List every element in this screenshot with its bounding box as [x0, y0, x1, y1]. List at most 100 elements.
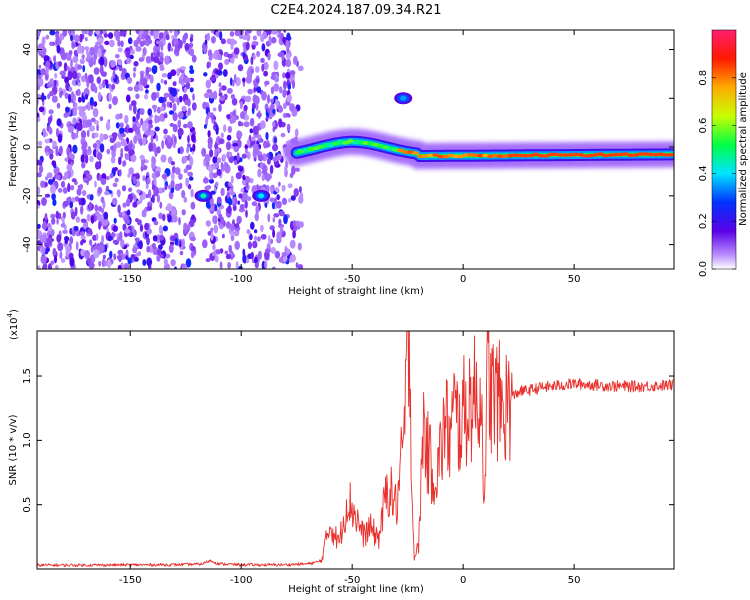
noise-speck: [206, 89, 213, 94]
noise-speck: [274, 76, 279, 83]
noise-speck: [72, 117, 77, 125]
noise-speck: [89, 46, 96, 56]
noise-speck: [273, 83, 280, 92]
noise-speck: [153, 45, 158, 54]
noise-speck: [286, 32, 291, 41]
noise-speck: [93, 67, 100, 75]
noise-speck: [233, 146, 239, 153]
noise-speck: [128, 149, 134, 156]
noise-speck: [276, 31, 280, 38]
x-tick-label: -50: [344, 274, 360, 285]
noise-speck: [49, 41, 55, 46]
colorbar-ticks: 0.0 0.2 0.4 0.6 0.8: [698, 70, 736, 277]
noise-speck: [93, 132, 99, 138]
noise-speck: [109, 250, 113, 259]
noise-speck: [235, 261, 239, 269]
noise-speck: [73, 103, 78, 114]
noise-speck: [159, 201, 163, 209]
noise-speck: [70, 211, 76, 220]
noise-speck: [139, 154, 145, 161]
noise-speck: [71, 178, 77, 183]
noise-speck: [52, 198, 57, 207]
noise-speck: [169, 122, 175, 127]
x-tick-label: -150: [119, 274, 142, 285]
noise-speck: [166, 142, 172, 149]
noise-speck: [132, 201, 138, 208]
noise-speck: [139, 140, 143, 146]
noise-speck: [100, 178, 107, 185]
noise-speck: [183, 226, 188, 231]
noise-speck: [162, 213, 166, 222]
noise-speck: [74, 34, 80, 43]
noise-speck: [67, 70, 73, 81]
noise-speck: [172, 142, 176, 149]
noise-speck: [60, 258, 66, 263]
noise-speck: [167, 72, 173, 80]
noise-speck: [253, 145, 260, 154]
noise-speck: [112, 232, 116, 238]
noise-speck: [45, 182, 48, 187]
noise-speck: [192, 93, 195, 101]
noise-speck: [185, 81, 191, 90]
noise-speck: [176, 67, 181, 77]
noise-speck: [263, 61, 269, 70]
noise-speck: [242, 77, 246, 83]
noise-speck: [267, 52, 271, 61]
noise-speck: [46, 247, 50, 252]
noise-speck: [149, 74, 154, 84]
noise-speck: [114, 177, 119, 183]
noise-speck: [96, 152, 103, 161]
noise-speck: [218, 103, 222, 112]
noise-speck: [125, 255, 129, 260]
noise-speck: [181, 82, 185, 87]
band-core: [562, 153, 570, 157]
noise-speck: [64, 92, 70, 99]
feature-blob-core: [258, 193, 265, 199]
noise-speck: [146, 205, 153, 211]
noise-speck: [128, 167, 134, 175]
noise-speck: [209, 170, 214, 180]
noise-speck: [80, 239, 87, 244]
noise-speck: [254, 66, 260, 73]
noise-speck: [170, 171, 175, 181]
noise-speck: [154, 126, 160, 132]
noise-speck: [272, 229, 275, 238]
noise-speck: [135, 93, 140, 100]
noise-speck: [124, 127, 128, 133]
noise-speck: [269, 197, 275, 203]
noise-speck: [230, 94, 236, 100]
x-tick-label: -150: [119, 575, 142, 586]
noise-speck: [130, 49, 135, 55]
noise-speck: [57, 242, 64, 252]
noise-speck: [265, 132, 269, 140]
noise-speck: [94, 204, 99, 212]
noise-speck: [37, 140, 43, 146]
noise-speck: [88, 74, 94, 84]
noise-speck: [38, 106, 45, 113]
band-core: [347, 139, 355, 143]
noise-speck: [120, 133, 126, 138]
noise-speck: [106, 148, 111, 155]
noise-speck: [272, 108, 276, 115]
noise-speck: [65, 82, 69, 91]
noise-speck: [78, 198, 82, 206]
noise-speck: [50, 260, 55, 266]
noise-speck: [157, 187, 164, 194]
noise-speck: [238, 193, 243, 199]
noise-speck: [89, 239, 93, 246]
noise-speck: [173, 30, 179, 37]
noise-speck: [154, 115, 161, 123]
noise-speck: [206, 61, 210, 69]
noise-speck: [63, 62, 68, 72]
noise-speck: [180, 66, 187, 71]
y-tick-label: -20: [22, 188, 33, 204]
noise-speck: [184, 86, 187, 94]
noise-speck: [115, 122, 120, 129]
noise-speck: [264, 202, 268, 208]
noise-speck: [116, 189, 121, 197]
noise-speck: [214, 204, 218, 212]
noise-speck: [231, 98, 238, 106]
noise-speck: [168, 110, 175, 115]
noise-speck: [145, 89, 149, 94]
noise-speck: [79, 184, 84, 190]
